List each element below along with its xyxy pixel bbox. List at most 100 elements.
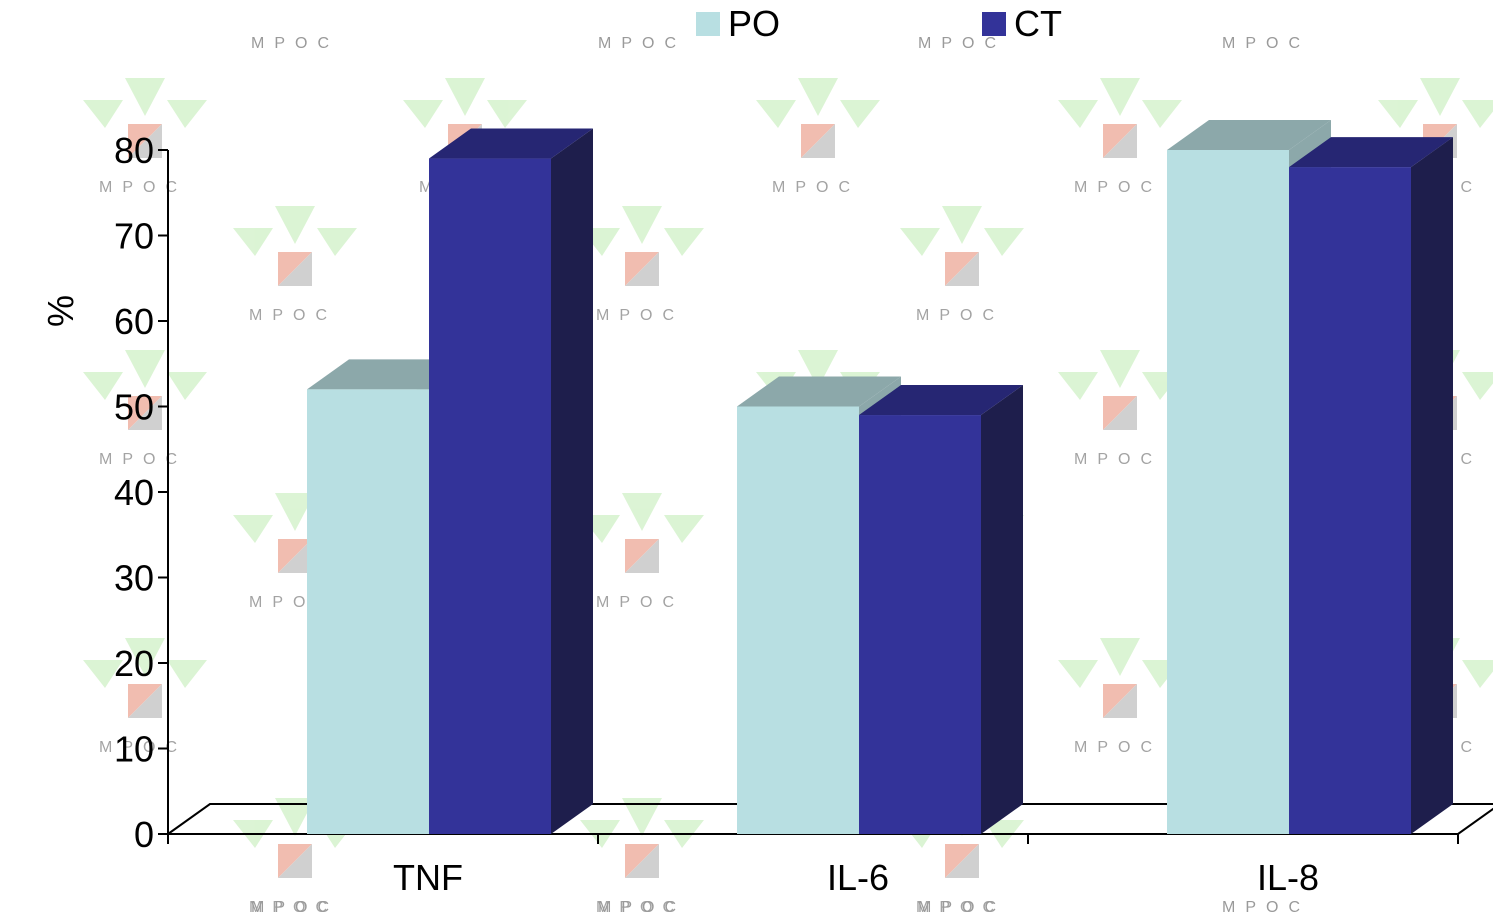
bar-CT-TNF: [429, 128, 593, 835]
watermark-text: MPOC: [918, 899, 1006, 916]
watermark-arrow: [1100, 350, 1140, 388]
watermark-arrow: [167, 100, 207, 128]
y-tick-label: 30: [114, 558, 154, 599]
watermark-text: MPOC: [1074, 179, 1162, 196]
bar-CT-IL-6: [859, 385, 1023, 834]
watermark-square: [1103, 684, 1137, 718]
watermark-arrow: [317, 228, 357, 256]
watermark-arrow: [233, 515, 273, 543]
bar-front: [429, 158, 551, 835]
legend-swatch: [696, 12, 720, 36]
watermark-arrow: [445, 78, 485, 116]
watermark-square: [1103, 396, 1137, 430]
watermark-arrow: [622, 206, 662, 244]
watermark-arrow: [622, 493, 662, 531]
watermark-logo: MPOC: [233, 206, 357, 324]
watermark-arrow: [1058, 372, 1098, 400]
watermark-logo: MPOC: [83, 638, 207, 756]
watermark-arrow: [83, 100, 123, 128]
watermark-text: MPOC: [918, 35, 1006, 52]
watermark-text: MPOC: [251, 35, 339, 52]
watermark-arrow: [1100, 78, 1140, 116]
bar-top: [859, 385, 1023, 416]
y-tick-label: 40: [114, 472, 154, 513]
watermark-square: [625, 844, 659, 878]
watermark-square: [128, 396, 162, 430]
watermark-text: MPOC: [598, 35, 686, 52]
legend-label: CT: [1014, 3, 1062, 44]
watermark-text: MPOC: [772, 179, 860, 196]
bar-front: [1289, 167, 1411, 835]
watermark-arrow: [942, 206, 982, 244]
watermark-arrow: [622, 798, 662, 836]
watermark-arrow: [1100, 638, 1140, 676]
watermark-text: MPOC: [916, 307, 1004, 324]
watermark-arrow: [403, 100, 443, 128]
watermark-text: MPOC: [249, 307, 337, 324]
legend: PO CT: [696, 3, 1062, 44]
watermark-arrow: [984, 228, 1024, 256]
watermark-logo: MPOC: [900, 206, 1024, 324]
bar-front: [1167, 150, 1289, 834]
watermark-text: MPOC: [1222, 899, 1310, 916]
watermark-arrow: [275, 206, 315, 244]
bar-CT-IL-8: [1289, 137, 1453, 835]
bar-side: [551, 128, 593, 835]
watermark-arrow: [1420, 78, 1460, 116]
watermark-square: [625, 539, 659, 573]
watermark-arrow: [1142, 100, 1182, 128]
watermark-logo: MPOC: [1058, 638, 1182, 756]
watermark-arrow: [83, 660, 123, 688]
watermark-arrow: [167, 660, 207, 688]
watermark-text: MPOC: [249, 899, 337, 916]
watermark-arrow: [840, 100, 880, 128]
watermark-arrow: [1462, 660, 1493, 688]
watermark-text: MPOC: [1074, 739, 1162, 756]
watermark-logo: MPOC: [1058, 78, 1182, 196]
legend-item-PO: PO: [696, 3, 780, 44]
legend-label: PO: [728, 3, 780, 44]
watermark-arrow: [756, 100, 796, 128]
bar-top: [429, 128, 593, 159]
watermark-square: [128, 684, 162, 718]
watermark-arrow: [275, 493, 315, 531]
watermark-arrow: [487, 100, 527, 128]
watermark-arrow: [125, 638, 165, 676]
y-tick-label: 60: [114, 301, 154, 342]
watermark-text: MPOC: [99, 451, 187, 468]
watermark-arrow: [664, 515, 704, 543]
y-tick-label: 70: [114, 216, 154, 257]
y-tick-label: 10: [114, 729, 154, 770]
watermark-logo: MPOC: [756, 78, 880, 196]
watermark-arrow: [1462, 372, 1493, 400]
watermark-text: MPOC: [1074, 451, 1162, 468]
watermark-square: [278, 844, 312, 878]
watermark-square: [945, 844, 979, 878]
watermark-square: [625, 252, 659, 286]
legend-item-CT: CT: [982, 3, 1062, 44]
watermark-arrow: [1058, 100, 1098, 128]
watermark-logo: MPOC: [83, 78, 207, 196]
watermark-square: [801, 124, 835, 158]
watermark-text: MPOC: [99, 179, 187, 196]
watermark-arrow: [167, 372, 207, 400]
watermark-text: MPOC: [596, 307, 684, 324]
watermark-arrow: [798, 78, 838, 116]
watermark-text: MPOC: [596, 594, 684, 611]
y-tick-label: 80: [114, 130, 154, 171]
x-tick-label: IL-8: [1257, 857, 1319, 898]
watermark-logo: MPOC: [1058, 350, 1182, 468]
watermark-text: MPOC: [598, 899, 686, 916]
watermark-square: [278, 252, 312, 286]
legend-swatch: [982, 12, 1006, 36]
watermark-text: MPOC: [916, 899, 1004, 916]
watermark-arrow: [900, 228, 940, 256]
watermark-text: MPOC: [1222, 35, 1310, 52]
watermark-arrow: [798, 350, 838, 388]
bar-top: [1289, 137, 1453, 168]
watermark-arrow: [1378, 100, 1418, 128]
watermark-arrow: [83, 372, 123, 400]
bar-front: [737, 406, 859, 834]
